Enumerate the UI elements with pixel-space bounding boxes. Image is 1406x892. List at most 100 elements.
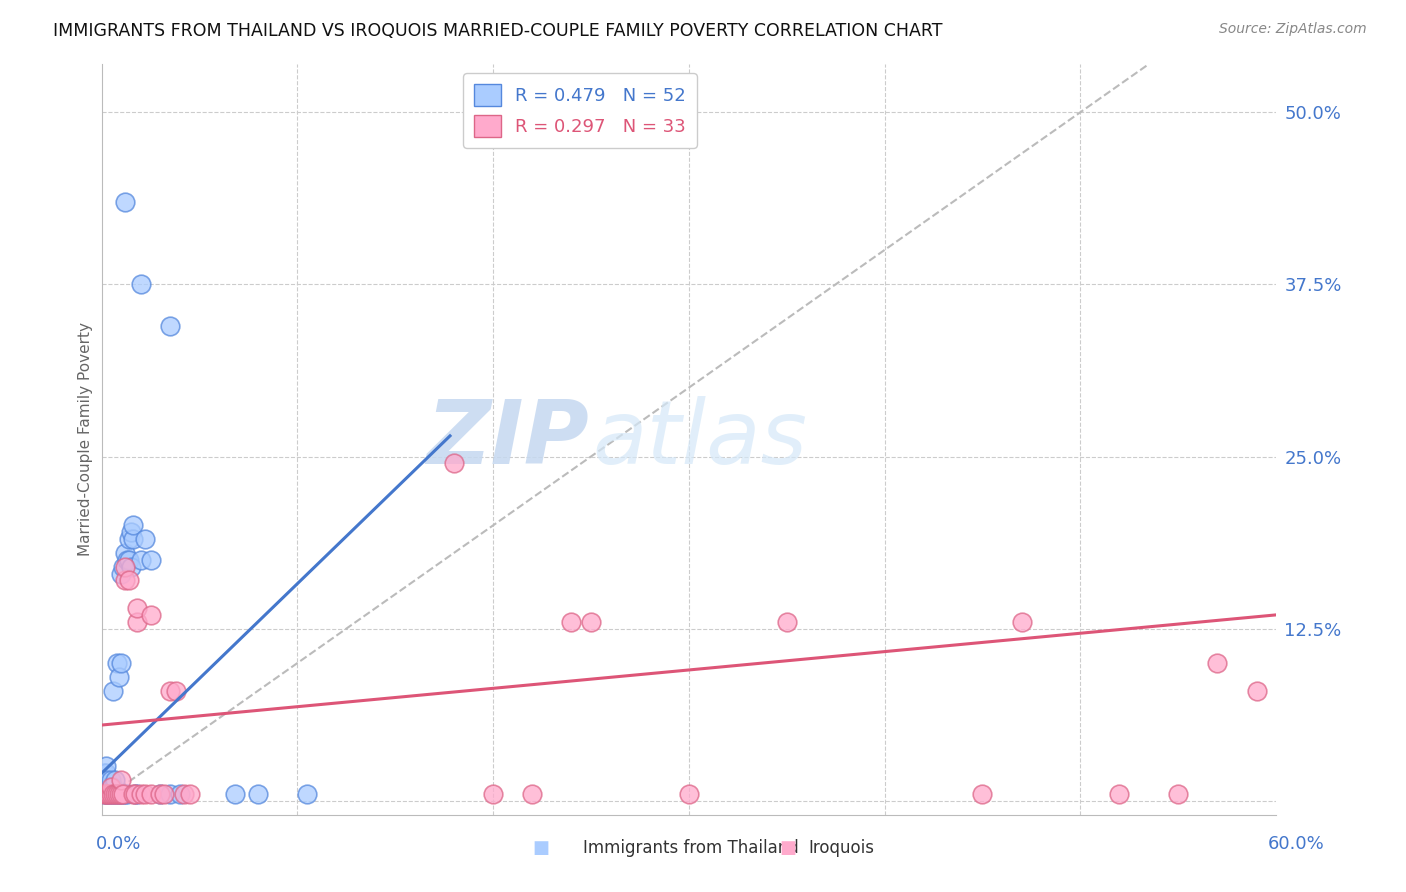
Point: [98, 787, 121, 801]
Point: [124, 787, 146, 801]
Point: [100, 780, 122, 794]
Text: 60.0%: 60.0%: [1268, 835, 1324, 853]
Point: [96, 787, 118, 801]
Point: [295, 787, 318, 801]
Point: [776, 615, 799, 629]
Point: [1167, 787, 1189, 801]
Point: [94, 766, 117, 780]
Text: 0.0%: 0.0%: [96, 835, 141, 853]
Point: [103, 683, 125, 698]
Point: [122, 532, 145, 546]
Point: [108, 670, 131, 684]
Point: [129, 277, 152, 292]
Point: [134, 787, 156, 801]
Point: [96, 773, 118, 788]
Point: [560, 615, 582, 629]
Point: [94, 787, 117, 801]
Point: [169, 787, 191, 801]
Point: [100, 773, 122, 788]
Point: [482, 787, 505, 801]
Point: [105, 787, 128, 801]
Point: [112, 559, 135, 574]
Point: [122, 787, 145, 801]
Point: [98, 787, 121, 801]
Point: [443, 457, 465, 471]
Text: ■: ■: [779, 838, 796, 856]
Point: [100, 780, 122, 794]
Point: [124, 787, 146, 801]
Point: [98, 780, 121, 794]
Point: [125, 787, 148, 801]
Text: ZIP: ZIP: [426, 396, 589, 483]
Point: [114, 546, 136, 560]
Point: [125, 601, 148, 615]
Point: [94, 787, 117, 801]
Legend: R = 0.479   N = 52, R = 0.297   N = 33: R = 0.479 N = 52, R = 0.297 N = 33: [463, 73, 697, 148]
Point: [134, 532, 156, 546]
Point: [93, 787, 115, 801]
Point: [110, 787, 132, 801]
Point: [93, 780, 115, 794]
Point: [139, 787, 162, 801]
Point: [103, 787, 125, 801]
Point: [93, 787, 115, 801]
Point: [110, 787, 132, 801]
Point: [139, 553, 162, 567]
Point: [118, 553, 141, 567]
Point: [149, 787, 172, 801]
Point: [522, 787, 544, 801]
Point: [93, 766, 115, 780]
Point: [159, 318, 181, 333]
Text: Immigrants from Thailand: Immigrants from Thailand: [583, 838, 799, 856]
Point: [93, 773, 115, 788]
Point: [104, 787, 127, 801]
Point: [103, 787, 125, 801]
Point: [159, 683, 181, 698]
Point: [120, 525, 142, 540]
Point: [94, 780, 117, 794]
Point: [112, 787, 135, 801]
Point: [224, 787, 246, 801]
Point: [1206, 656, 1229, 670]
Point: [114, 574, 136, 588]
Y-axis label: Married-Couple Family Poverty: Married-Couple Family Poverty: [79, 322, 93, 557]
Point: [110, 773, 132, 788]
Point: [165, 683, 187, 698]
Point: [110, 656, 132, 670]
Point: [100, 787, 122, 801]
Text: Iroquois: Iroquois: [808, 838, 875, 856]
Point: [139, 607, 162, 622]
Point: [972, 787, 994, 801]
Point: [129, 787, 152, 801]
Point: [108, 787, 131, 801]
Point: [129, 553, 152, 567]
Text: ■: ■: [533, 838, 550, 856]
Point: [110, 566, 132, 581]
Point: [153, 787, 176, 801]
Point: [104, 773, 127, 788]
Point: [114, 194, 136, 209]
Point: [115, 553, 138, 567]
Point: [115, 787, 138, 801]
Point: [159, 787, 181, 801]
Point: [105, 787, 128, 801]
Point: [104, 787, 127, 801]
Point: [114, 559, 136, 574]
Point: [678, 787, 700, 801]
Point: [1246, 683, 1268, 698]
Point: [114, 787, 136, 801]
Point: [100, 787, 122, 801]
Point: [105, 656, 128, 670]
Point: [173, 787, 195, 801]
Point: [1108, 787, 1130, 801]
Point: [179, 787, 201, 801]
Text: IMMIGRANTS FROM THAILAND VS IROQUOIS MARRIED-COUPLE FAMILY POVERTY CORRELATION C: IMMIGRANTS FROM THAILAND VS IROQUOIS MAR…: [53, 22, 943, 40]
Point: [118, 532, 141, 546]
Point: [149, 787, 172, 801]
Point: [103, 780, 125, 794]
Point: [122, 518, 145, 533]
Point: [120, 559, 142, 574]
Point: [96, 780, 118, 794]
Point: [125, 615, 148, 629]
Text: Source: ZipAtlas.com: Source: ZipAtlas.com: [1219, 22, 1367, 37]
